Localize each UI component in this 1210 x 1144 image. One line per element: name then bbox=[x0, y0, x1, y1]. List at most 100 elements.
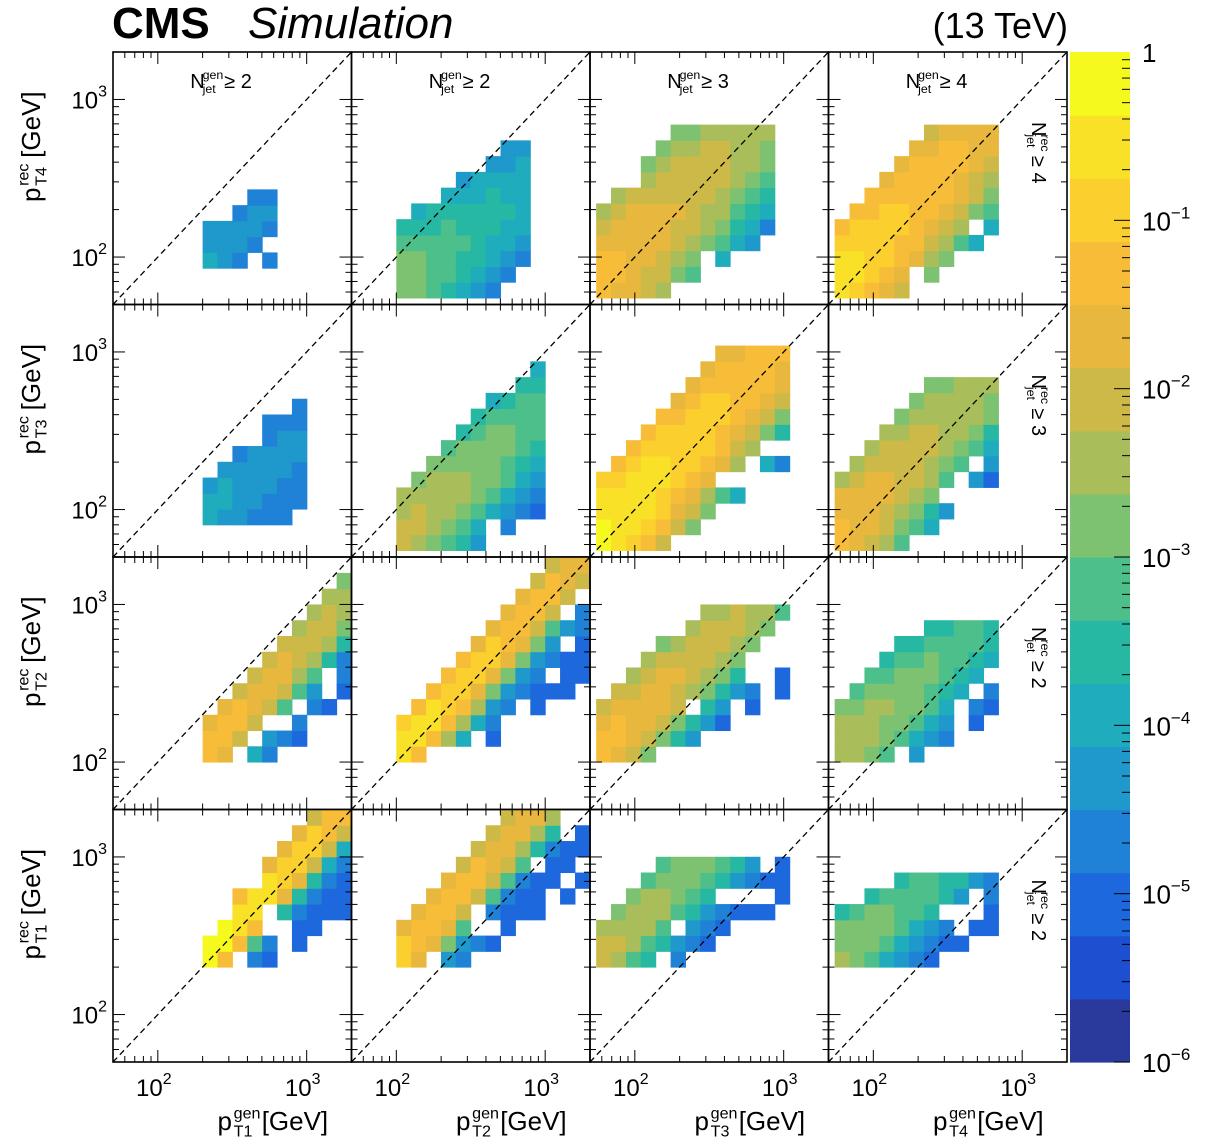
histogram-bin bbox=[530, 424, 546, 441]
histogram-bin bbox=[470, 841, 487, 858]
histogram-bin bbox=[291, 904, 308, 921]
histogram-bin bbox=[530, 904, 546, 921]
histogram-bin bbox=[515, 234, 531, 252]
histogram-bin bbox=[500, 872, 516, 889]
histogram-bin bbox=[530, 572, 546, 590]
histogram-bin bbox=[306, 667, 323, 684]
histogram-bin bbox=[485, 620, 502, 637]
histogram-bin bbox=[879, 424, 895, 441]
histogram-bin bbox=[879, 219, 895, 236]
histogram-bin bbox=[700, 872, 716, 889]
histogram-bin bbox=[864, 203, 880, 220]
histogram-bin bbox=[685, 503, 701, 520]
histogram-bin bbox=[745, 345, 761, 362]
histogram-bin bbox=[596, 203, 612, 220]
histogram-bin bbox=[700, 124, 716, 141]
histogram-bin bbox=[894, 156, 910, 173]
histogram-bin bbox=[685, 377, 701, 394]
panel-bins bbox=[834, 620, 999, 763]
histogram-bin bbox=[247, 683, 263, 700]
histogram-bin bbox=[530, 667, 546, 684]
histogram-bin bbox=[574, 651, 590, 668]
histogram-bin bbox=[485, 699, 502, 716]
histogram-bin bbox=[306, 620, 323, 637]
histogram-bin bbox=[864, 904, 880, 921]
colorbar-swatch bbox=[1070, 683, 1130, 747]
histogram-bin bbox=[968, 471, 985, 488]
histogram-bin bbox=[396, 919, 412, 937]
histogram-bin bbox=[277, 446, 293, 463]
histogram-bin bbox=[670, 856, 686, 874]
histogram-bin bbox=[834, 471, 851, 488]
histogram-bin bbox=[953, 683, 970, 700]
histogram-bin bbox=[849, 503, 865, 520]
histogram-bin bbox=[485, 935, 502, 952]
histogram-bin bbox=[849, 746, 865, 763]
panel-r1c4 bbox=[827, 808, 1068, 1063]
histogram-bin bbox=[715, 487, 731, 504]
histogram-bin bbox=[700, 683, 716, 700]
histogram-bin bbox=[202, 252, 219, 269]
histogram-bin bbox=[440, 919, 457, 937]
histogram-bin bbox=[759, 455, 776, 473]
histogram-bin bbox=[596, 935, 612, 952]
histogram-bin bbox=[640, 667, 657, 684]
diagonal-line bbox=[351, 304, 590, 557]
histogram-bin bbox=[670, 872, 686, 889]
histogram-bin bbox=[685, 266, 701, 283]
panel-ticks bbox=[828, 809, 1068, 1063]
histogram-bin bbox=[262, 430, 278, 447]
histogram-bin bbox=[774, 377, 791, 394]
svg-text:p: p bbox=[16, 188, 46, 202]
histogram-bin bbox=[426, 234, 442, 252]
histogram-bin bbox=[983, 651, 999, 668]
histogram-bin bbox=[923, 951, 940, 968]
histogram-bin bbox=[774, 856, 791, 874]
y-axis-label-r3: p rec T3 [GeV] bbox=[14, 344, 50, 455]
histogram-bin bbox=[685, 872, 701, 889]
histogram-bin bbox=[640, 171, 657, 189]
histogram-bin bbox=[277, 841, 293, 858]
svg-text:T1: T1 bbox=[33, 925, 51, 944]
histogram-bin bbox=[864, 534, 880, 551]
histogram-bin bbox=[759, 424, 776, 441]
histogram-bin bbox=[834, 919, 851, 937]
histogram-bin bbox=[730, 487, 746, 504]
histogram-bin bbox=[596, 699, 612, 716]
histogram-bin bbox=[670, 219, 686, 236]
histogram-bin bbox=[306, 604, 323, 621]
histogram-bin bbox=[894, 408, 910, 425]
histogram-bin bbox=[849, 935, 865, 952]
colorbar-swatch bbox=[1070, 809, 1130, 874]
histogram-bin bbox=[336, 635, 352, 653]
histogram-bin bbox=[500, 841, 516, 858]
histogram-bin bbox=[321, 809, 338, 826]
svg-text:N: N bbox=[906, 71, 920, 93]
panel-bins bbox=[202, 398, 308, 526]
histogram-bin bbox=[909, 503, 925, 520]
histogram-bin bbox=[396, 487, 412, 504]
histogram-bin bbox=[485, 888, 502, 905]
histogram-bin bbox=[426, 888, 442, 905]
histogram-bin bbox=[879, 667, 895, 684]
histogram-bin bbox=[715, 124, 731, 141]
histogram-bin bbox=[530, 809, 546, 826]
histogram-bin bbox=[670, 187, 686, 204]
histogram-bin bbox=[670, 904, 686, 921]
histogram-bin bbox=[655, 730, 672, 747]
histogram-bin bbox=[202, 935, 219, 952]
histogram-bin bbox=[455, 919, 472, 937]
histogram-bin bbox=[834, 250, 851, 267]
histogram-bin bbox=[440, 683, 457, 700]
histogram-bin bbox=[217, 699, 233, 716]
histogram-bin bbox=[625, 534, 642, 551]
panel-bins bbox=[596, 345, 791, 551]
panel-r3c4 bbox=[827, 303, 1068, 558]
histogram-bin bbox=[640, 203, 657, 220]
histogram-bin bbox=[262, 477, 278, 494]
histogram-bin bbox=[277, 699, 293, 716]
histogram-bin bbox=[560, 841, 576, 858]
histogram-bin bbox=[953, 667, 970, 684]
histogram-bin bbox=[983, 635, 999, 653]
histogram-bin bbox=[455, 730, 472, 747]
